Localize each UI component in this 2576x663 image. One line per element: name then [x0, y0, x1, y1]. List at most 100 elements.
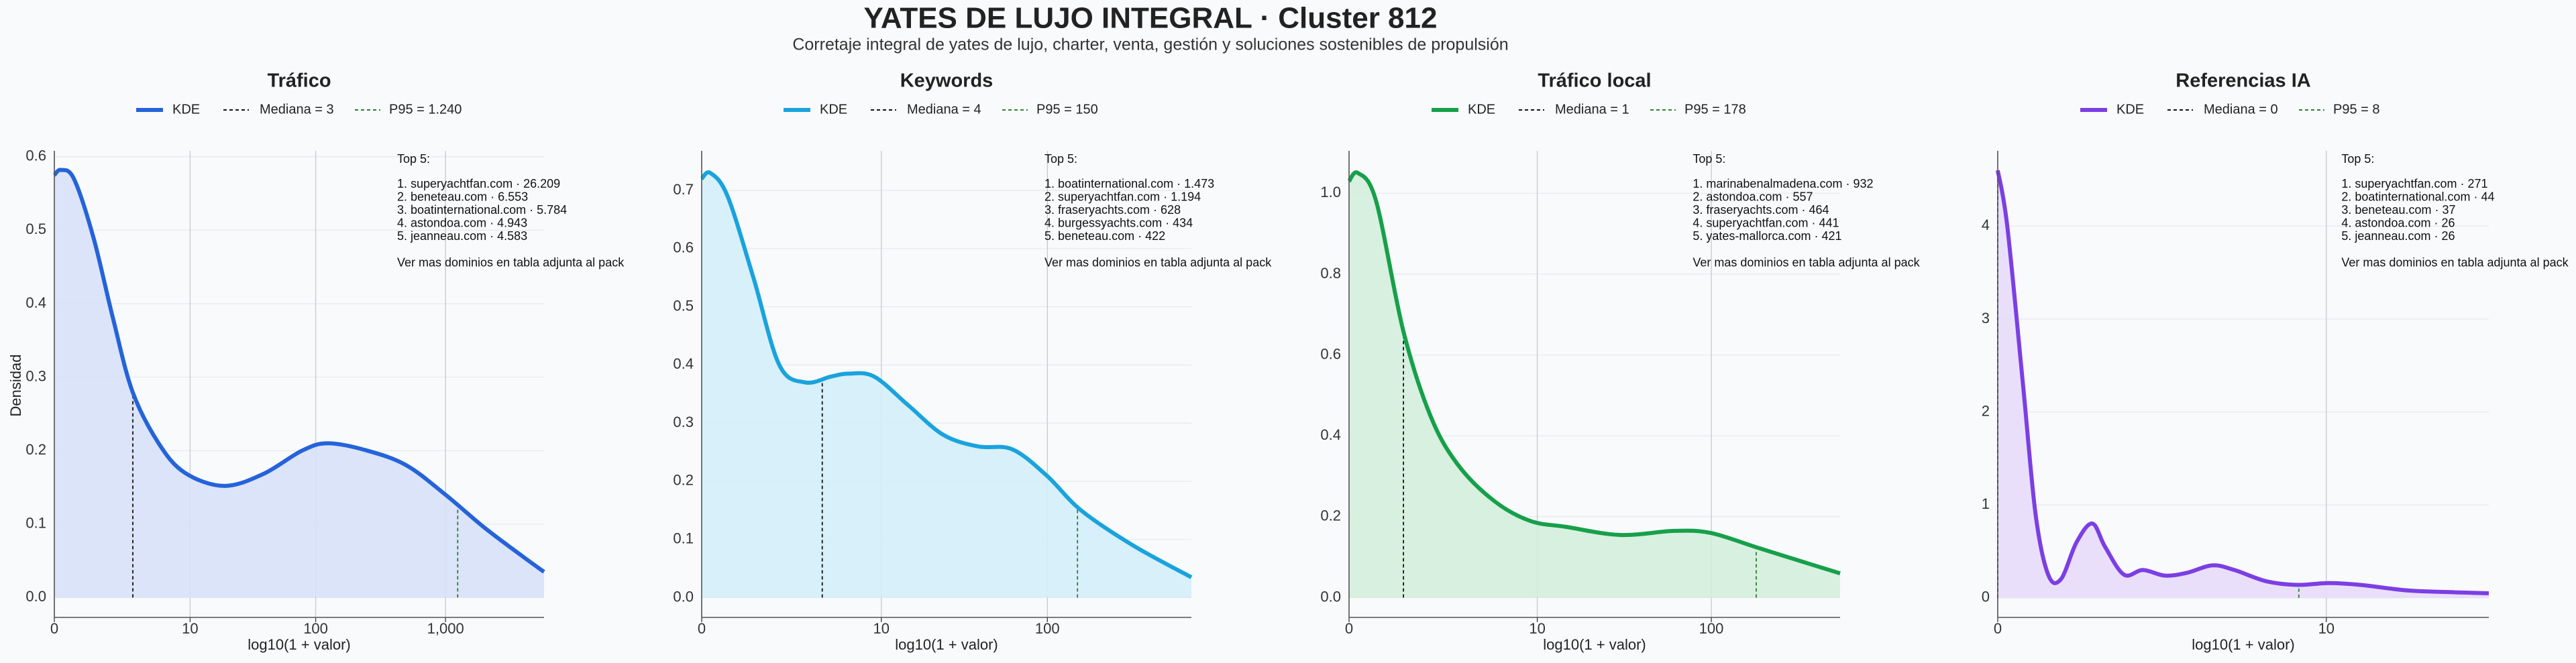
annotation-line: 5. jeanneau.com · 4.583: [397, 229, 527, 243]
x-axis-label: log10(1 + valor): [2192, 636, 2294, 653]
annotation-line: 4. astondoa.com · 4.943: [397, 217, 527, 230]
panel-title: Referencias IA: [2176, 70, 2311, 92]
x-tick-label: 0: [1345, 620, 1353, 637]
annotation-line: 2. superyachtfan.com · 1.194: [1044, 190, 1201, 203]
y-tick-label: 2: [1982, 402, 1990, 419]
legend-label: P95 = 150: [1036, 102, 1098, 117]
y-tick-label: 0.2: [25, 441, 46, 458]
kde-line: [52, 168, 545, 574]
x-tick-label: 10: [182, 620, 198, 637]
legend-label: Mediana = 4: [907, 102, 981, 117]
annotation-line: 1. superyachtfan.com · 26.209: [397, 177, 560, 190]
annotation-line: 3. fraseryachts.com · 464: [1693, 203, 1829, 217]
annotation-line: Top 5:: [2341, 152, 2374, 166]
page-subtitle: Corretaje integral de yates de lujo, cha…: [792, 36, 1508, 54]
annotation-line: 5. jeanneau.com · 26: [2341, 229, 2455, 243]
y-tick-label: 0.2: [673, 472, 694, 489]
kde-line: [1996, 170, 2489, 595]
annotation-line: 2. astondoa.com · 557: [1693, 190, 1813, 203]
annotation-line: Ver mas dominios en tabla adjunta al pac…: [2341, 255, 2569, 269]
annotation-line: Ver mas dominios en tabla adjunta al pac…: [1693, 255, 1920, 269]
y-tick-label: 1.0: [1320, 184, 1341, 200]
y-tick-label: 0.6: [1320, 345, 1341, 362]
y-tick-label: 0.5: [25, 221, 46, 237]
y-tick-label: 0.0: [673, 588, 694, 605]
area-fill: [702, 172, 1191, 598]
x-axis-label: log10(1 + valor): [248, 636, 350, 653]
x-tick-label: 10: [1529, 620, 1545, 637]
y-axis-label: Densidad: [7, 355, 24, 417]
kde-line: [1347, 170, 1841, 576]
annotation-line: Top 5:: [1693, 152, 1725, 166]
legend-label: KDE: [172, 102, 200, 117]
y-tick-label: 0.7: [673, 181, 694, 198]
y-tick-label: 0.4: [1320, 426, 1341, 443]
y-tick-label: 0.3: [25, 367, 46, 384]
y-tick-label: 0.0: [25, 588, 46, 605]
annotation-line: 1. boatinternational.com · 1.473: [1044, 177, 1214, 190]
y-tick-label: 0.4: [673, 355, 694, 372]
annotation-line: Ver mas dominios en tabla adjunta al pac…: [1044, 255, 1272, 269]
annotation-line: 5. beneteau.com · 422: [1044, 229, 1165, 243]
annotation-line: 4. astondoa.com · 26: [2341, 217, 2455, 230]
y-tick-label: 0.8: [1320, 265, 1341, 282]
legend-label: KDE: [2116, 102, 2144, 117]
y-tick-label: 0.6: [673, 239, 694, 256]
panel-title: Tráfico local: [1538, 70, 1651, 92]
y-tick-label: 0.1: [673, 530, 694, 547]
panel: Tráfico 0.0 0.1 0.2 0.3 0.4 0.5 0.6 0 10 100 1,000 l…: [7, 70, 625, 653]
panel-title: Keywords: [900, 70, 994, 92]
annotation-line: Ver mas dominios en tabla adjunta al pac…: [397, 255, 625, 269]
x-tick-label: 100: [1699, 620, 1724, 637]
panel: Referencias IA 0 1 2 3 4 0 10 log10(1 + valor) KD…: [1982, 70, 2569, 653]
annotation-line: Top 5:: [1044, 152, 1077, 166]
annotation-line: 1. marinabenalmadena.com · 932: [1693, 177, 1873, 190]
y-tick-label: 0.0: [1320, 588, 1341, 605]
x-tick-label: 0: [50, 620, 58, 637]
x-tick-label: 0: [1994, 620, 2002, 637]
x-tick-label: 1,000: [427, 620, 464, 637]
annotation-line: 2. boatinternational.com · 44: [2341, 190, 2494, 203]
x-axis-label: log10(1 + valor): [895, 636, 998, 653]
annotation-line: 5. yates-mallorca.com · 421: [1693, 229, 1841, 243]
panel-title: Tráfico: [267, 70, 331, 92]
x-tick-label: 10: [2318, 620, 2334, 637]
y-tick-label: 0.1: [25, 515, 46, 532]
area-fill: [1349, 172, 1840, 598]
y-tick-label: 0.4: [25, 294, 46, 311]
y-tick-label: 0.5: [673, 297, 694, 314]
x-tick-label: 100: [1035, 620, 1060, 637]
x-axis-label: log10(1 + valor): [1543, 636, 1646, 653]
annotation-line: 4. burgessyachts.com · 434: [1044, 217, 1193, 230]
y-tick-label: 0.3: [673, 414, 694, 430]
y-tick-label: 1: [1982, 495, 1990, 512]
kde-line: [700, 170, 1193, 579]
annotation-line: 2. beneteau.com · 6.553: [397, 190, 528, 203]
legend-label: Mediana = 0: [2204, 102, 2278, 117]
x-tick-label: 10: [873, 620, 889, 637]
panel: Tráfico local 0.0 0.2 0.4 0.6 0.8 1.0 0 10 100 log…: [1320, 70, 1920, 653]
legend-label: P95 = 8: [2333, 102, 2380, 117]
annotation-line: 4. superyachtfan.com · 441: [1693, 217, 1839, 230]
page-title: YATES DE LUJO INTEGRAL · Cluster 812: [864, 2, 1438, 35]
panel: Keywords 0.0 0.1 0.2 0.3 0.4 0.5 0.6 0.7 0 10 100 lo…: [673, 70, 1272, 653]
annotation-line: 1. superyachtfan.com · 271: [2341, 177, 2487, 190]
legend-label: Mediana = 3: [260, 102, 334, 117]
legend-label: Mediana = 1: [1555, 102, 1629, 117]
annotation-line: 3. boatinternational.com · 5.784: [397, 203, 567, 217]
legend-label: KDE: [1468, 102, 1495, 117]
x-tick-label: 100: [303, 620, 328, 637]
annotation-line: Top 5:: [397, 152, 430, 166]
y-tick-label: 3: [1982, 310, 1990, 326]
legend-label: P95 = 1.240: [389, 102, 462, 117]
x-tick-label: 0: [698, 620, 706, 637]
annotation-line: 3. fraseryachts.com · 628: [1044, 203, 1181, 217]
y-tick-label: 0.6: [25, 147, 46, 164]
y-tick-label: 0: [1982, 589, 1990, 605]
area-fill: [54, 170, 544, 598]
y-tick-label: 4: [1982, 217, 1990, 233]
legend-label: P95 = 178: [1684, 102, 1746, 117]
annotation-line: 3. beneteau.com · 37: [2341, 203, 2455, 217]
y-tick-label: 0.2: [1320, 507, 1341, 524]
